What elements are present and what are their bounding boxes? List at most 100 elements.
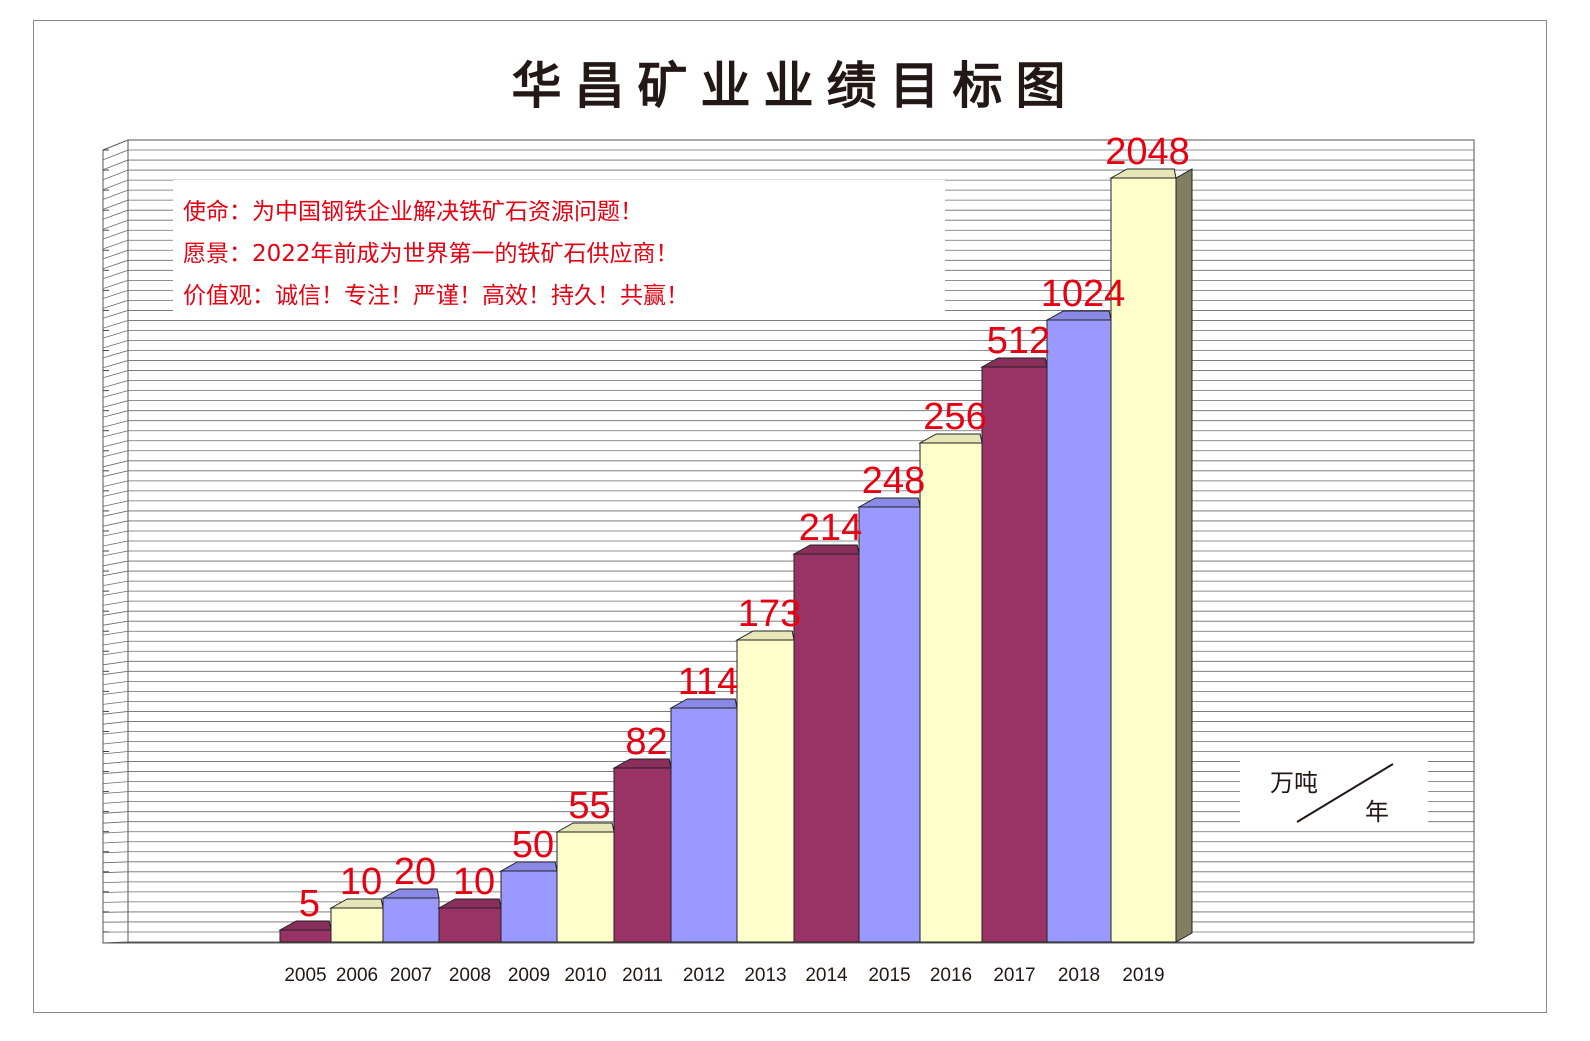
gridline-side bbox=[102, 310, 129, 319]
gridline-side bbox=[102, 149, 129, 161]
gridline-side bbox=[102, 801, 129, 804]
bar-front bbox=[858, 506, 921, 943]
data-label: 10 bbox=[340, 861, 382, 903]
gridline-side bbox=[102, 610, 129, 616]
bar-top bbox=[381, 888, 440, 899]
bar-top bbox=[1109, 168, 1177, 179]
gridline-side bbox=[102, 901, 129, 903]
bar-front bbox=[438, 907, 502, 943]
gridline-side bbox=[102, 821, 129, 824]
gridline-side bbox=[102, 239, 129, 250]
bar-top bbox=[857, 497, 921, 508]
bar bbox=[555, 822, 615, 943]
bar-front bbox=[1046, 319, 1112, 943]
gridline-side bbox=[102, 550, 129, 557]
gridline-side bbox=[102, 881, 129, 883]
gridline-side bbox=[102, 430, 129, 438]
mission-statement: 使命：为中国钢铁企业解决铁矿石资源问题！ bbox=[183, 199, 643, 225]
bar bbox=[857, 497, 921, 943]
bar-side bbox=[1175, 168, 1193, 943]
gridline-side bbox=[102, 731, 129, 735]
gridline-side bbox=[102, 791, 129, 794]
bar-top bbox=[735, 630, 795, 641]
gridline-side bbox=[102, 520, 129, 527]
x-tick-label: 2011 bbox=[622, 965, 663, 986]
gridline-side bbox=[102, 670, 129, 676]
gridline-side bbox=[102, 500, 129, 507]
gridline-side bbox=[102, 350, 129, 359]
bar-front bbox=[556, 831, 615, 943]
unit-label-bottom: 年 bbox=[1365, 798, 1389, 826]
bar bbox=[278, 920, 332, 943]
gridline-side bbox=[102, 540, 129, 547]
values-statement: 价值观：诚信！专注！严谨！高效！持久！共赢！ bbox=[183, 283, 689, 309]
bar-top bbox=[278, 920, 332, 931]
data-label: 50 bbox=[512, 824, 554, 866]
gridline-side bbox=[102, 410, 129, 418]
bar bbox=[669, 698, 738, 943]
gridline-side bbox=[102, 891, 129, 893]
bar-front bbox=[670, 707, 738, 943]
x-tick-label: 2007 bbox=[390, 965, 432, 986]
bar-front bbox=[919, 442, 983, 943]
gridline-side bbox=[102, 420, 129, 428]
gridline-side bbox=[102, 480, 129, 487]
gridline-side bbox=[102, 851, 129, 854]
bar bbox=[792, 544, 860, 943]
x-tick-label: 2008 bbox=[449, 965, 491, 986]
x-tick-label: 2016 bbox=[930, 965, 972, 986]
gridline-side bbox=[102, 380, 129, 388]
bar-top bbox=[669, 698, 738, 709]
gridline-side bbox=[102, 289, 129, 299]
data-label: 1024 bbox=[1041, 273, 1126, 315]
gridline-side bbox=[102, 159, 129, 171]
data-label: 214 bbox=[799, 507, 862, 549]
gridline-side bbox=[102, 751, 129, 755]
data-label: 82 bbox=[625, 721, 667, 763]
bar bbox=[381, 888, 440, 943]
gridline-side bbox=[102, 771, 129, 775]
gridline-side bbox=[102, 680, 129, 685]
gridline-side bbox=[102, 660, 129, 666]
gridline-side bbox=[102, 209, 129, 220]
bar-top bbox=[1045, 310, 1112, 321]
gridline-side bbox=[102, 781, 129, 784]
gridline-side bbox=[102, 560, 129, 567]
gridline-side bbox=[102, 841, 129, 844]
data-label: 173 bbox=[738, 593, 801, 635]
data-label: 512 bbox=[987, 320, 1050, 362]
gridline-side bbox=[102, 871, 129, 874]
gridline-side bbox=[102, 761, 129, 765]
bar-top bbox=[329, 898, 384, 909]
gridline-side bbox=[102, 400, 129, 408]
bar-front bbox=[330, 907, 384, 943]
bar-top bbox=[918, 433, 983, 444]
bar bbox=[499, 861, 558, 943]
bar bbox=[437, 898, 502, 943]
bar-top bbox=[612, 758, 672, 769]
bar bbox=[980, 357, 1048, 943]
gridline-side bbox=[102, 831, 129, 834]
gridline-side bbox=[102, 279, 129, 289]
x-tick-label: 2005 bbox=[284, 965, 326, 986]
bar-top bbox=[499, 861, 558, 872]
x-tick-label: 2010 bbox=[564, 965, 606, 986]
gridline-side bbox=[102, 219, 129, 230]
bar-front bbox=[613, 767, 672, 943]
gridline-side bbox=[102, 640, 129, 646]
bar-front bbox=[382, 897, 440, 943]
unit-slash-divider bbox=[1296, 763, 1394, 823]
bar-top bbox=[555, 822, 615, 833]
gridline-side bbox=[102, 259, 129, 270]
x-tick-label: 2017 bbox=[993, 965, 1035, 986]
data-label: 114 bbox=[678, 661, 739, 703]
data-label: 20 bbox=[394, 851, 436, 893]
unit-label-top: 万吨 bbox=[1270, 769, 1318, 797]
gridline-side bbox=[102, 811, 129, 814]
x-tick-label: 2006 bbox=[336, 965, 378, 986]
gridline-side bbox=[102, 861, 129, 864]
bar-front bbox=[500, 870, 558, 943]
gridline-side bbox=[102, 169, 129, 181]
